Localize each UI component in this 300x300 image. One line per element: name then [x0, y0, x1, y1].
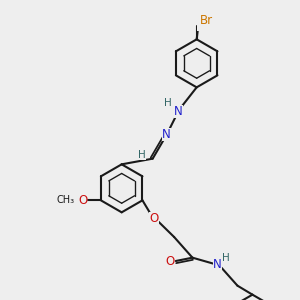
Text: Br: Br [200, 14, 213, 28]
Text: CH₃: CH₃ [56, 195, 74, 205]
Text: O: O [78, 194, 87, 207]
Text: H: H [138, 150, 146, 160]
Text: N: N [213, 259, 222, 272]
Text: O: O [166, 255, 175, 268]
Text: H: H [164, 98, 172, 108]
Text: H: H [222, 253, 230, 263]
Text: N: N [174, 105, 183, 118]
Text: Br: Br [197, 18, 211, 31]
Text: N: N [162, 128, 171, 141]
Text: O: O [149, 212, 159, 225]
